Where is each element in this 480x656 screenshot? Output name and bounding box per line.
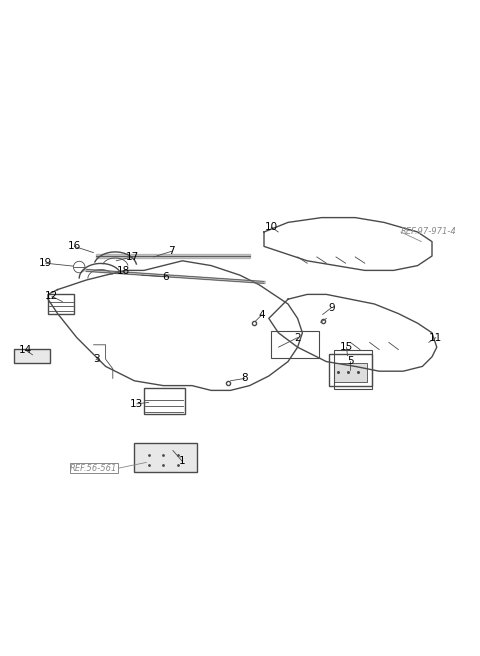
Text: 8: 8 (241, 373, 248, 383)
Text: 3: 3 (93, 354, 99, 364)
Bar (48, 295, 74, 314)
Bar (70, 463, 118, 473)
Text: 19: 19 (39, 258, 52, 268)
Text: 9: 9 (328, 303, 335, 313)
Bar (144, 388, 185, 415)
Bar (334, 363, 367, 382)
Text: 14: 14 (18, 344, 32, 355)
Text: 1: 1 (179, 457, 186, 466)
Bar (334, 350, 372, 390)
Text: 2: 2 (294, 333, 301, 342)
Bar (329, 354, 372, 386)
Bar (134, 443, 197, 472)
Text: 4: 4 (259, 310, 265, 319)
Text: 15: 15 (340, 342, 353, 352)
Text: 16: 16 (68, 241, 81, 251)
Text: REF.97-971-4: REF.97-971-4 (401, 228, 456, 237)
Text: 7: 7 (168, 246, 175, 256)
Text: 12: 12 (45, 291, 59, 301)
Text: 10: 10 (264, 222, 278, 232)
Text: 18: 18 (117, 266, 131, 276)
Text: REF.56-561: REF.56-561 (70, 464, 117, 473)
Bar (271, 331, 319, 358)
Bar (14, 349, 50, 363)
Text: 13: 13 (130, 399, 144, 409)
Text: 17: 17 (125, 252, 139, 262)
Text: 5: 5 (347, 356, 354, 365)
Text: 11: 11 (429, 333, 443, 342)
Text: 6: 6 (162, 272, 169, 281)
